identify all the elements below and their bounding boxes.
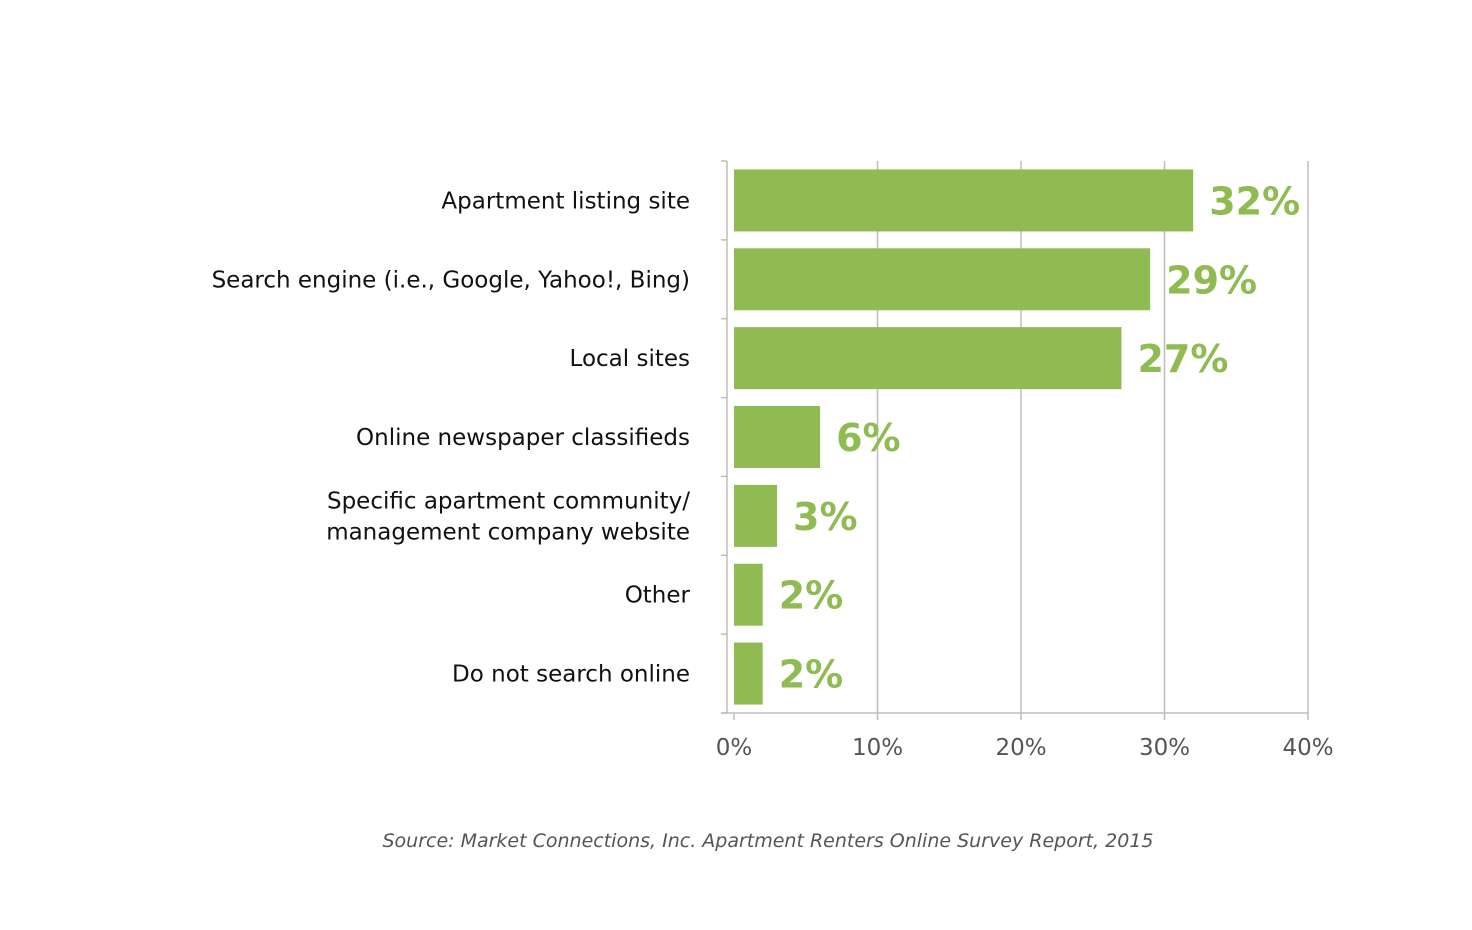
data-label: 2% (779, 653, 844, 697)
category-label: Specific apartment community/management … (326, 488, 690, 545)
x-tick-label: 20% (995, 735, 1046, 761)
category-label: Other (625, 583, 691, 609)
source-note: Source: Market Connections, Inc. Apartme… (382, 830, 1154, 852)
bar (734, 169, 1194, 232)
x-tick-label: 40% (1282, 735, 1333, 761)
data-label: 29% (1166, 258, 1257, 302)
x-tick-label: 30% (1139, 735, 1190, 761)
x-tick-label: 0% (716, 735, 753, 761)
label-layer: 0% 10% 20% 30% 40% 32% Apartment listing site 2… (212, 179, 1334, 761)
grid-layer (876, 161, 1309, 713)
bar-layer (734, 169, 1194, 705)
bar (734, 563, 763, 626)
data-label: 32% (1209, 179, 1300, 223)
category-label: Apartment listing site (441, 188, 690, 214)
category-label: Online newspaper classifieds (356, 425, 690, 451)
bar (734, 642, 763, 705)
bar (734, 327, 1122, 390)
axis-layer (721, 160, 1309, 720)
x-tick-label: 10% (852, 735, 903, 761)
category-label: Local sites (570, 346, 690, 372)
data-label: 27% (1137, 337, 1228, 381)
data-label: 3% (793, 495, 858, 539)
bar (734, 248, 1151, 311)
category-label: Do not search online (452, 662, 690, 688)
data-label: 6% (836, 416, 901, 460)
data-label: 2% (779, 574, 844, 618)
category-label: Search engine (i.e., Google, Yahoo!, Bin… (212, 267, 690, 293)
bar (734, 406, 821, 468)
bar (734, 484, 778, 547)
